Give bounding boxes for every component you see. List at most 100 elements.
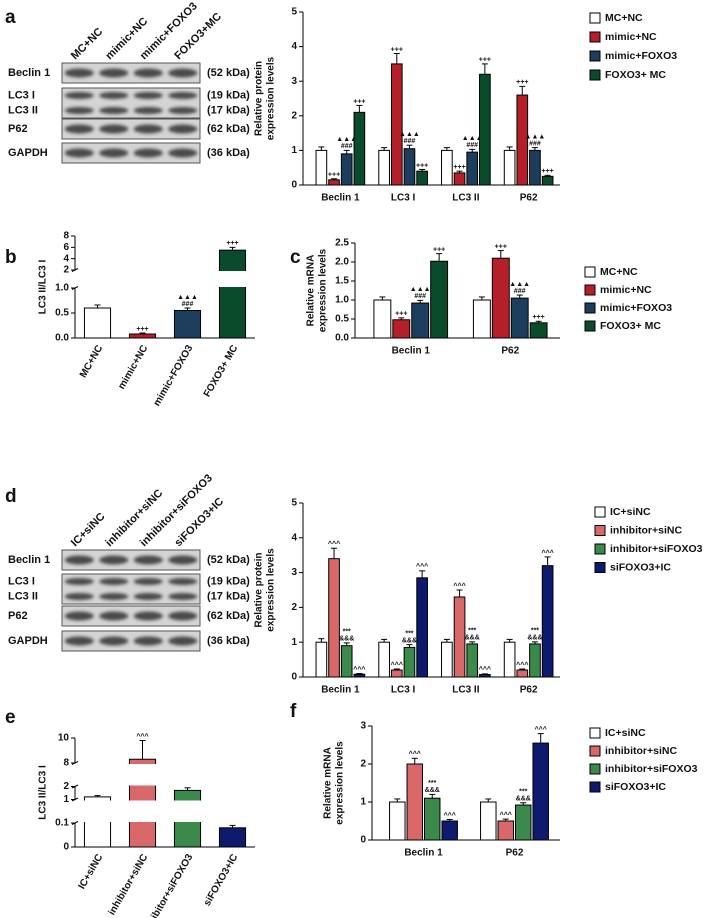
- blot-band: [168, 611, 198, 621]
- error-bar: [456, 589, 463, 597]
- blot-strip: [61, 605, 201, 627]
- x-tick-label: IC+siNC: [77, 852, 106, 891]
- error-bar: [485, 798, 492, 802]
- protein-size: (17 kDa): [207, 104, 250, 116]
- y-tick-label: 6: [63, 242, 69, 253]
- x-tick-label: LC3 I: [391, 193, 416, 204]
- error-bar: [381, 147, 388, 151]
- y-tick-label: 3: [291, 76, 297, 87]
- bar: [390, 63, 403, 186]
- error-bar: [535, 320, 542, 323]
- y-tick-label: 8: [63, 231, 69, 242]
- error-bar: [443, 638, 450, 643]
- y-tick-label: 8: [63, 758, 69, 769]
- x-tick-label: LC3 I: [391, 685, 416, 696]
- error-bar: [398, 317, 405, 320]
- bar: [340, 645, 353, 678]
- error-bar: [331, 547, 338, 559]
- y-axis-label: Relative mRNA: [323, 747, 334, 819]
- significance-mark: ▲▲▲: [509, 281, 530, 288]
- legend-label: IC+siNC: [610, 506, 651, 518]
- x-tick-label: Beclin 1: [392, 346, 431, 357]
- bar: [416, 577, 428, 678]
- significance-mark: ^^^: [409, 750, 421, 758]
- y-tick-label: 1: [63, 794, 69, 805]
- blot-band: [99, 578, 129, 585]
- legend-label: inhibitor+siFOXO3: [605, 763, 698, 775]
- lane-label: mimic+FOXO3: [138, 0, 200, 62]
- error-bar: [537, 733, 544, 744]
- blot-strip: [61, 142, 201, 164]
- y-tick-label: 4: [291, 532, 297, 543]
- bar: [373, 299, 392, 339]
- x-tick-label: P62: [520, 193, 538, 204]
- blot-strip: [61, 630, 201, 652]
- legend-swatch: [589, 31, 601, 43]
- axis-break-mark: [71, 784, 79, 789]
- protein-size: (36 kDa): [207, 635, 250, 647]
- bar: [403, 148, 416, 186]
- error-bar: [381, 638, 388, 643]
- y-tick-label: 2: [63, 265, 69, 276]
- blot-strip: [61, 118, 201, 140]
- significance-mark: &&&: [339, 636, 354, 643]
- legend-swatch: [589, 12, 601, 24]
- protein-size: (62 kDa): [207, 610, 250, 622]
- bar: [516, 669, 529, 678]
- error-bar: [443, 147, 450, 151]
- error-bar: [531, 641, 538, 644]
- significance-mark: ###: [414, 293, 426, 300]
- significance-mark: +++: [391, 46, 403, 53]
- x-tick-label: Beclin 1: [321, 193, 360, 204]
- bar: [541, 175, 554, 186]
- significance-mark: ***: [468, 628, 476, 635]
- legend-label: MC+NC: [605, 12, 643, 24]
- bar: [411, 302, 430, 339]
- bar: [424, 797, 441, 841]
- panel-label: e: [5, 707, 16, 728]
- x-tick-label: MC+NC: [78, 343, 105, 380]
- blot-band: [64, 593, 94, 600]
- bar: [453, 596, 466, 678]
- bar: [541, 565, 554, 678]
- y-axis-label: LC3 II/LC3 I: [38, 260, 49, 315]
- x-tick-label: P62: [506, 848, 524, 859]
- error-bar: [478, 296, 485, 300]
- legend-swatch: [584, 266, 596, 278]
- error-bar: [520, 802, 527, 806]
- bar: [416, 170, 428, 186]
- blot-band: [64, 611, 94, 621]
- blot-band: [64, 636, 94, 646]
- blot-band: [133, 636, 163, 646]
- bar: [218, 249, 247, 339]
- x-tick-label: Beclin 1: [321, 685, 360, 696]
- significance-mark: ^^^: [500, 811, 512, 819]
- bar: [503, 149, 516, 186]
- significance-mark: ▲▲▲: [399, 131, 420, 138]
- blot-band: [99, 148, 129, 158]
- significance-mark: ^^^: [353, 665, 365, 673]
- blot-band: [64, 92, 94, 99]
- error-bar: [229, 824, 236, 828]
- bar: [328, 558, 340, 678]
- y-tick-label: 0: [63, 842, 69, 853]
- error-bar: [419, 570, 426, 578]
- legend-label: IC+siNC: [605, 727, 646, 739]
- bar: [529, 643, 541, 678]
- legend-swatch: [589, 50, 601, 62]
- axis-break-gap: [75, 271, 256, 287]
- blot-band: [133, 611, 163, 621]
- bar: [430, 260, 449, 339]
- legend-swatch: [589, 745, 601, 757]
- legend-swatch: [594, 506, 606, 518]
- blot-band: [168, 578, 198, 585]
- bar: [340, 153, 353, 186]
- significance-mark: ###: [404, 138, 416, 145]
- protein-size: (62 kDa): [207, 123, 250, 135]
- blot-band: [168, 593, 198, 600]
- error-bar: [184, 787, 191, 791]
- blot-band: [168, 68, 198, 78]
- legend-swatch: [594, 525, 606, 536]
- blot-band: [133, 593, 163, 600]
- x-tick-label: FOXO3+ MC: [202, 343, 241, 399]
